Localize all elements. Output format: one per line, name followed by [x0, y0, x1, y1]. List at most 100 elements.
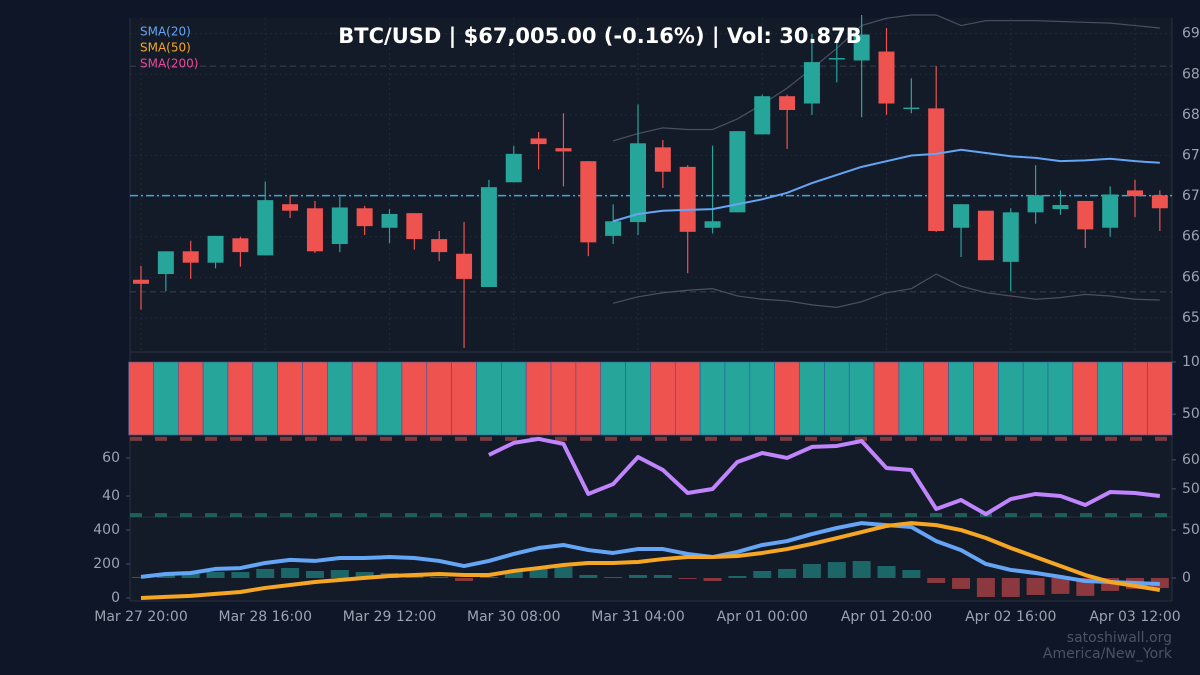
volume-bar [277, 361, 303, 436]
volume-bar [376, 361, 403, 436]
indicator-line [140, 521, 1161, 600]
volume-bar [898, 361, 925, 436]
x-tick-label: Mar 31 04:00 [591, 609, 684, 625]
volume-bar [1072, 361, 1099, 436]
histogram-bar [604, 577, 623, 578]
histogram-bar [653, 575, 672, 578]
y-tick-label: 60 [102, 450, 120, 466]
candle-body [779, 96, 796, 111]
y-tick-label: 10 [1182, 354, 1200, 370]
x-tick-label: Mar 28 16:00 [219, 609, 312, 625]
volume-bar [749, 361, 775, 436]
candle-body [754, 96, 771, 135]
y-tick-label: 66 [1182, 229, 1200, 245]
histogram-bar [554, 567, 573, 578]
chart-title: BTC/USD | $67,005.00 (-0.16%) | Vol: 30.… [338, 24, 861, 49]
y-tick-label: 200 [93, 556, 120, 572]
histogram-bar [629, 575, 647, 578]
histogram-bar [330, 570, 349, 578]
histogram-bar [852, 561, 871, 578]
volume-bar [525, 361, 552, 436]
y-tick-label: 40 [102, 488, 120, 504]
volume-bar [575, 361, 602, 436]
candle-body [704, 221, 721, 228]
legend-label: SMA(20) [140, 25, 191, 39]
volume-bar [550, 361, 577, 436]
x-tick-label: Apr 01 20:00 [841, 609, 932, 625]
candle-body [977, 210, 994, 261]
y-tick-label: 67 [1182, 147, 1200, 163]
volume-bar [426, 361, 452, 436]
histogram-bar [778, 568, 797, 578]
histogram-bar [256, 568, 275, 578]
volume-bar [650, 361, 676, 436]
indicator-line [140, 521, 1160, 587]
histogram-bar [231, 572, 250, 578]
volume-bar [873, 361, 900, 436]
histogram-bar [827, 562, 846, 578]
volume-bar [501, 361, 527, 436]
candle-body [257, 200, 274, 256]
candle-body [803, 62, 820, 104]
sma-line [612, 148, 1160, 223]
candle-body [530, 138, 547, 145]
volume-bar [451, 361, 477, 436]
volume-bar [1122, 361, 1148, 436]
volume-bar [1022, 361, 1049, 436]
volume-bar [998, 361, 1024, 436]
volume-bar [699, 361, 726, 436]
candle-body [1151, 195, 1168, 209]
x-tick-label: Apr 02 16:00 [965, 609, 1056, 625]
histogram-bar [430, 577, 449, 578]
candle-body [555, 148, 572, 152]
volume-bar [327, 361, 353, 436]
histogram-bar [579, 575, 598, 578]
watermark: America/New_York [1043, 646, 1173, 662]
y-tick-label: 400 [93, 522, 120, 538]
candle-body [306, 208, 323, 252]
histogram-bar [927, 577, 946, 583]
indicator-line [488, 436, 1161, 517]
volume-bar [1097, 361, 1123, 436]
volume-bar [774, 361, 800, 436]
histogram-bar [132, 577, 150, 578]
x-tick-label: Mar 27 20:00 [94, 609, 187, 625]
histogram-bar [802, 563, 821, 578]
candle-body [580, 161, 597, 243]
candle-body [1052, 205, 1069, 210]
histogram-bar [678, 577, 697, 579]
candle-body [605, 221, 622, 236]
histogram-bar [355, 572, 374, 578]
histogram-bar [281, 568, 300, 578]
histogram-bar [181, 573, 200, 578]
volume-bar [302, 361, 328, 436]
volume-bar [625, 361, 651, 436]
candle-body [356, 208, 373, 227]
candle-body [505, 153, 522, 183]
candle-body [406, 213, 423, 240]
volume-bar [153, 361, 179, 436]
x-tick-label: Apr 01 00:00 [717, 609, 808, 625]
candle-body [133, 279, 149, 284]
candle-body [456, 253, 473, 279]
y-tick-label: 69 [1182, 26, 1200, 42]
histogram-bar [206, 572, 225, 578]
candle-body [431, 239, 448, 253]
volume-bar [824, 361, 850, 436]
y-tick-label: 67 [1182, 188, 1200, 204]
volume-bar [923, 361, 949, 436]
candle-body [630, 143, 646, 223]
candle-body [480, 187, 497, 288]
candle-body [1102, 194, 1119, 228]
x-tick-label: Apr 03 12:00 [1089, 609, 1180, 625]
candle-body [679, 166, 696, 232]
candle-body [853, 34, 870, 61]
histogram-bar [479, 577, 498, 578]
y-tick-label: 0 [1182, 570, 1191, 586]
histogram-bar [305, 570, 324, 578]
volume-bar [1147, 361, 1173, 436]
volume-bar [202, 361, 229, 436]
candle-body [928, 108, 945, 232]
y-tick-label: 500 [1182, 522, 1200, 538]
y-tick-label: 68 [1182, 66, 1200, 82]
